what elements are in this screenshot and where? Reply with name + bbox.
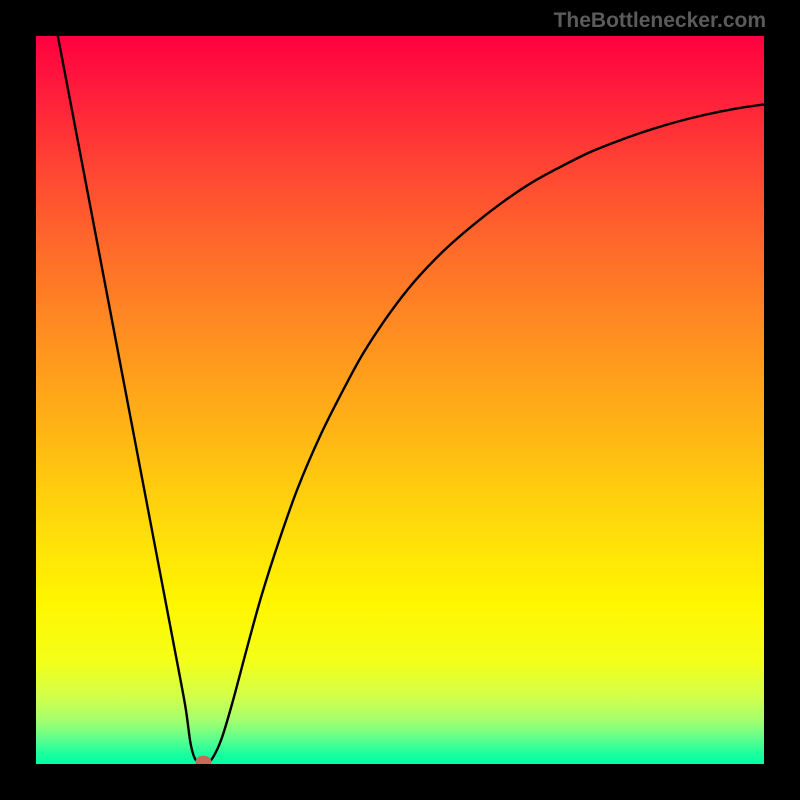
chart-svg xyxy=(36,36,764,764)
plot-area xyxy=(36,36,764,764)
watermark-text: TheBottlenecker.com xyxy=(554,9,766,33)
bottleneck-curve xyxy=(58,36,764,763)
chart-frame: TheBottlenecker.com xyxy=(0,0,800,800)
optimal-point-marker xyxy=(195,756,211,764)
